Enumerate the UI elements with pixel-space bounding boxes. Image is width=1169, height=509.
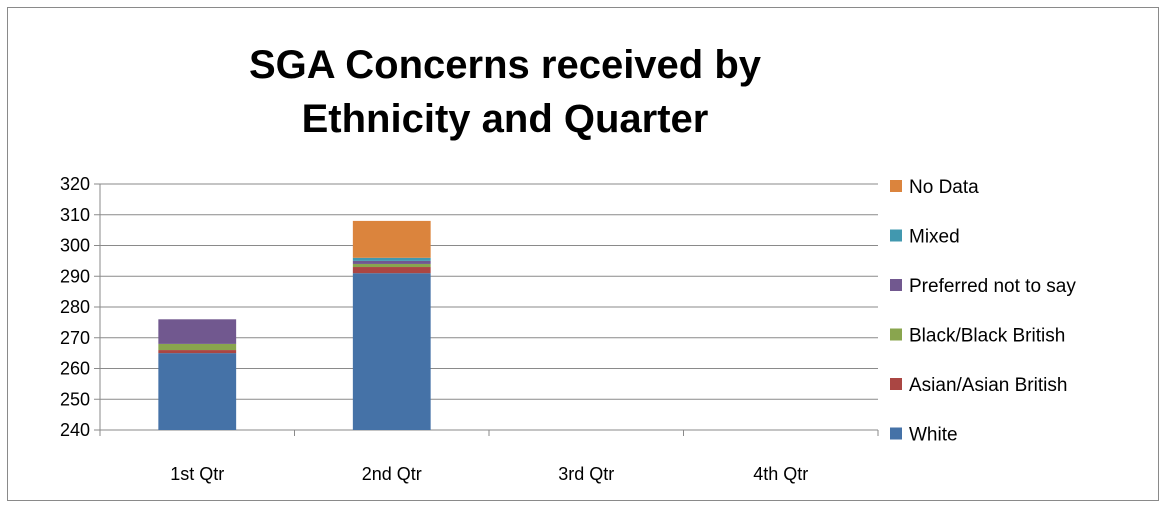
bar-segment [352,267,431,274]
legend: No Data Mixed Preferred not to say Black/Bl… [890,177,1076,446]
y-tick-label: 320 [60,174,90,194]
bar-segment [158,343,237,351]
y-tick-label: 250 [60,389,90,409]
legend-swatch [890,427,902,440]
bars [158,220,431,430]
legend-swatch [890,279,902,291]
y-tick-label: 300 [60,236,90,256]
bar-segment [352,220,431,258]
legend-swatch [890,229,902,242]
y-tick-label: 270 [60,328,90,348]
chart-title: SGA Concerns received by Ethnicity and Q… [248,43,762,141]
x-tick-label: 2nd Qtr [362,464,422,484]
bar-segment [158,353,237,430]
legend-label: Black/Black British [909,326,1065,347]
y-tick-label: 280 [60,297,90,317]
legend-swatch [890,328,902,341]
axis-labels: 240 250 260 270 280 290 300 310 320 1st Qtr 2nd Qt… [60,174,808,484]
legend-swatch [890,180,902,192]
legend-label: Asian/Asian British [909,375,1067,396]
bar-segment [352,273,431,430]
legend-swatch [890,378,902,390]
legend-label: Preferred not to say [909,276,1076,297]
legend-label: White [909,425,958,446]
x-tick-label: 4th Qtr [753,464,808,484]
bar-segment [352,260,431,264]
y-tick-label: 310 [60,205,90,225]
bar-segment [158,350,237,354]
legend-label: No Data [909,177,979,198]
bar-segment [352,263,431,268]
bar-segment [352,257,431,261]
y-tick-label: 240 [60,420,90,440]
x-tick-label: 1st Qtr [170,464,224,484]
x-tick-label: 3rd Qtr [558,464,614,484]
bar-segment [158,319,237,344]
y-tick-label: 260 [60,359,90,379]
y-tick-label: 290 [60,266,90,286]
legend-label: Mixed [909,227,960,248]
